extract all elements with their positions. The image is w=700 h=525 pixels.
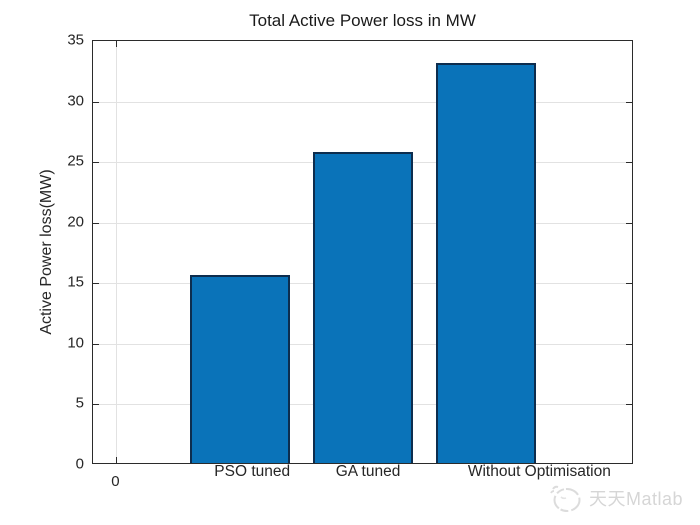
y-tick-mark	[93, 222, 99, 224]
y-tick-mark	[626, 343, 632, 345]
x-tick-label: 0	[111, 473, 120, 490]
x-gridline	[116, 41, 118, 463]
category-label: Without Optimisation	[467, 463, 611, 480]
y-tick-mark	[626, 283, 632, 285]
y-tick-label: 30	[67, 92, 84, 110]
x-tick-mark	[116, 457, 118, 463]
y-tick-label: 20	[67, 213, 84, 231]
bar-pso-tuned	[189, 275, 290, 463]
x-tick-mark	[116, 41, 118, 47]
y-tick-mark	[93, 101, 99, 103]
y-tick-label: 15	[67, 273, 84, 291]
y-tick-label: 5	[75, 394, 84, 412]
y-tick-label: 10	[67, 334, 84, 352]
y-tick-mark	[93, 283, 99, 285]
y-tick-mark	[93, 162, 99, 164]
watermark: 天天Matlab	[549, 483, 683, 513]
category-label: PSO tuned	[214, 463, 291, 480]
watermark-text: 天天Matlab	[589, 489, 684, 509]
bar-without-optimisation	[436, 63, 537, 463]
y-tick-mark	[93, 404, 99, 406]
y-tick-label: 0	[75, 455, 84, 473]
chart-title: Total Active Power loss in MW	[249, 11, 476, 30]
bar-ga-tuned	[312, 151, 413, 463]
y-tick-mark	[626, 404, 632, 406]
plot-area	[92, 40, 633, 464]
y-gridline	[93, 101, 632, 103]
y-tick-mark	[626, 162, 632, 164]
y-tick-mark	[626, 101, 632, 103]
y-tick-mark	[93, 343, 99, 345]
y-tick-mark	[626, 222, 632, 224]
y-axis-label: Active Power loss(MW)	[38, 169, 55, 335]
watermark-sketch-logo-icon	[550, 485, 581, 512]
y-tick-label: 35	[67, 31, 84, 49]
category-label: GA tuned	[335, 463, 401, 480]
y-tick-label: 25	[67, 152, 84, 170]
